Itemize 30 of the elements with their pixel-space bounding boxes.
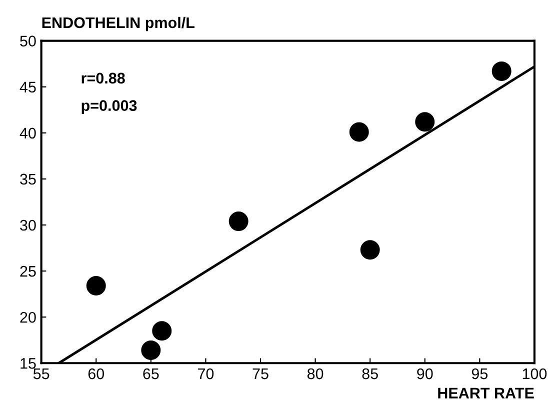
point — [349, 122, 369, 142]
x-tick-label: 65 — [143, 368, 159, 380]
point — [228, 212, 248, 232]
y-tick-label: 20 — [20, 312, 36, 323]
point — [141, 340, 161, 360]
point — [152, 321, 172, 341]
x-tick-label: 55 — [33, 368, 50, 380]
point — [360, 240, 380, 260]
y-tick-label: 45 — [20, 82, 36, 93]
x-tick-label: 100 — [522, 368, 547, 380]
annotation: p=0.003 — [82, 100, 137, 114]
x-tick-label: 75 — [252, 368, 268, 380]
x-tick-label: 90 — [417, 368, 433, 380]
x-tick-label: 85 — [362, 368, 378, 380]
x-axis-title: HEART RATE — [438, 388, 534, 398]
y-tick-label: 50 — [20, 36, 36, 46]
y-axis-title: ENDOTHELIN pmol/L — [42, 16, 194, 32]
y-tick-label: 15 — [20, 358, 36, 369]
x-tick-label: 95 — [472, 368, 488, 380]
x-tick-label: 80 — [307, 368, 324, 380]
x-tick-label: 70 — [198, 368, 214, 380]
y-tick-label: 25 — [20, 266, 36, 277]
y-tick-label: 30 — [20, 220, 36, 231]
y-tick-label: 35 — [20, 174, 36, 185]
y-tick-label: 40 — [20, 128, 36, 139]
point — [415, 112, 435, 132]
point — [86, 276, 106, 296]
x-tick-label: 60 — [88, 368, 104, 380]
point — [492, 61, 512, 81]
annotation: r=0.88 — [82, 72, 125, 84]
